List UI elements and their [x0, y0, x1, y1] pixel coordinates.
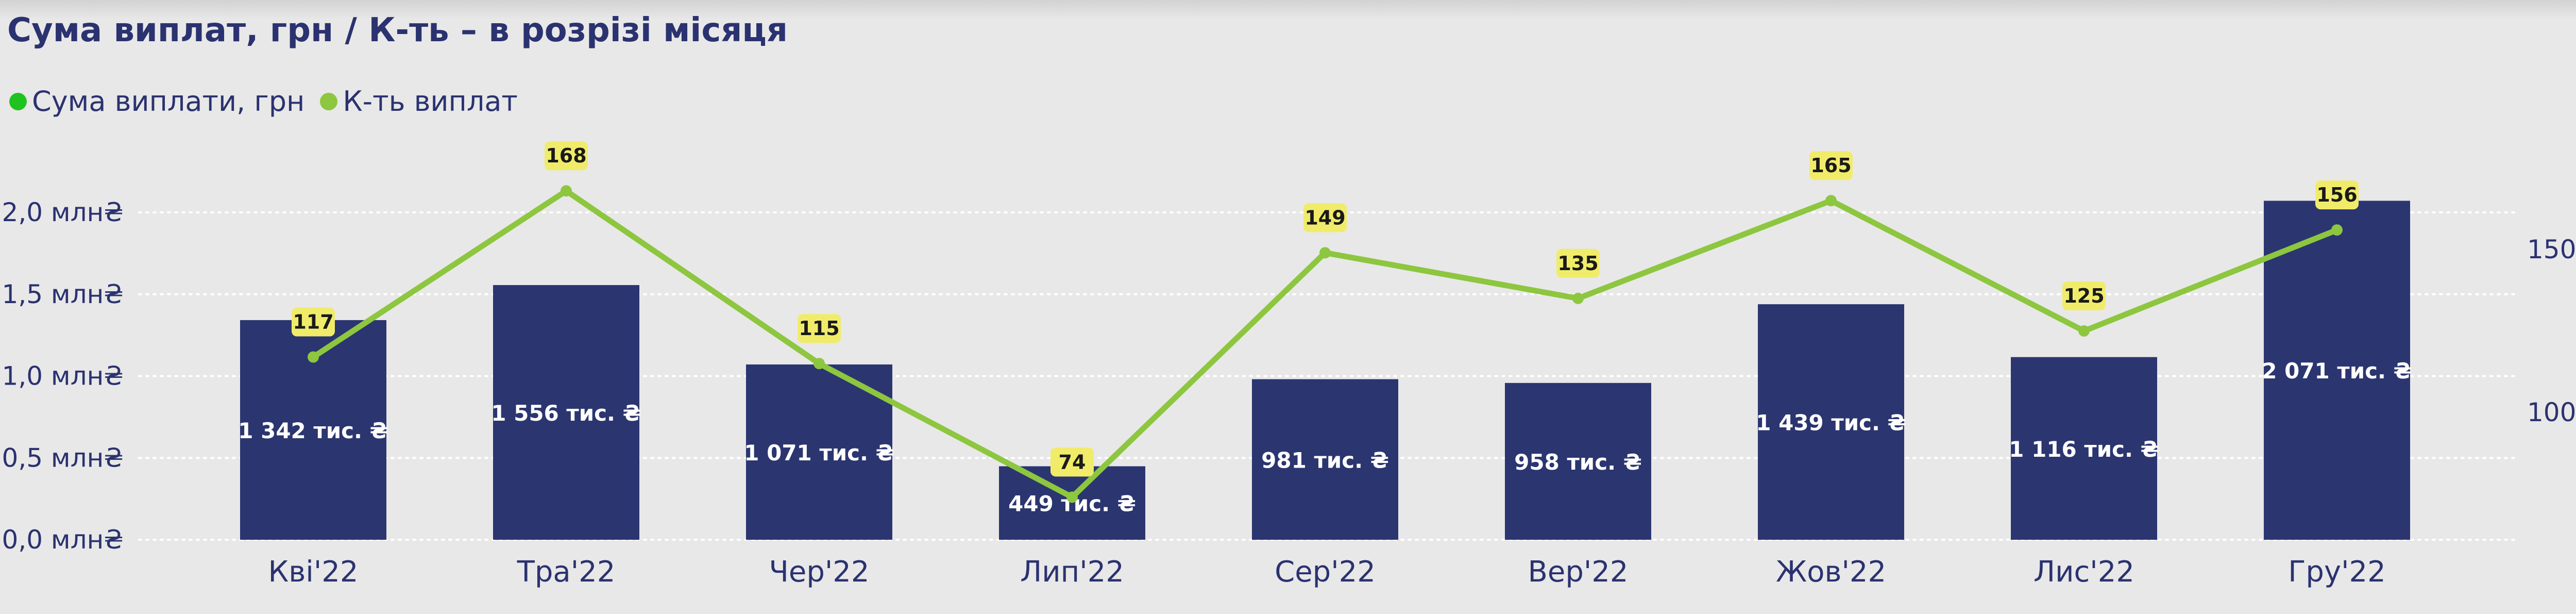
bar [1505, 383, 1651, 540]
line-data-label: 74 [1059, 451, 1086, 473]
x-tick-label: Жов'22 [1776, 555, 1886, 589]
bar-data-label: 981 тис. ₴ [1261, 447, 1389, 473]
x-tick-label: Чер'22 [769, 555, 869, 589]
line-point [814, 358, 825, 370]
x-tick-label: Тра'22 [517, 555, 616, 589]
line-label-box [1050, 447, 1094, 477]
x-tick-label: Лис'22 [2033, 555, 2134, 589]
line-label-box [2315, 180, 2359, 210]
y-left-tick-label: 2,0 млн₴ [2, 197, 124, 227]
y-left-tick-label: 1,0 млн₴ [2, 361, 124, 391]
line-data-label: 156 [2316, 184, 2357, 206]
line-label-box [798, 314, 841, 343]
line-label-box [1303, 203, 1347, 233]
line-data-label: 115 [799, 317, 839, 340]
line-point [308, 351, 319, 363]
legend: Сума виплати, грн К-ть виплат [9, 85, 533, 118]
line-label-box [2062, 281, 2106, 310]
x-tick-label: Лип'22 [1020, 555, 1124, 589]
y-left-tick-label: 0,0 млн₴ [2, 525, 124, 555]
bar-data-label: 1 116 тис. ₴ [2009, 437, 2159, 462]
legend-item-count[interactable]: К-ть виплат [320, 85, 518, 118]
y-left-tick-label: 0,5 млн₴ [2, 443, 124, 473]
line-point [1825, 195, 1837, 207]
line-data-label: 125 [2063, 285, 2104, 307]
chart-title: Сума виплат, грн / К-ть – в розрізі міся… [7, 11, 788, 49]
bar-data-label: 1 439 тис. ₴ [1756, 410, 1906, 436]
line-data-label: 135 [1557, 252, 1598, 275]
x-tick-label: Вер'22 [1528, 555, 1628, 589]
bar [1758, 304, 1904, 540]
bar-data-label: 1 342 тис. ₴ [238, 418, 388, 443]
line-point [1572, 292, 1584, 304]
bar-data-label: 1 556 тис. ₴ [491, 401, 641, 426]
line-point [2331, 224, 2343, 236]
y-left-tick-label: 1,5 млн₴ [2, 279, 124, 309]
bar [999, 466, 1145, 540]
bar [493, 285, 639, 540]
line-point [2078, 325, 2090, 337]
y-right-tick-label: 100 [2527, 397, 2576, 427]
bar [746, 364, 892, 540]
bar [2264, 201, 2410, 540]
bar-data-label: 2 071 тис. ₴ [2262, 358, 2412, 384]
line-label-box [545, 141, 588, 171]
line-point [1319, 247, 1331, 259]
legend-dot-count [320, 92, 338, 110]
line-data-label: 117 [293, 311, 333, 334]
x-tick-label: Сер'22 [1275, 555, 1376, 589]
bar [2011, 357, 2157, 540]
legend-item-amount[interactable]: Сума виплати, грн [9, 85, 304, 118]
legend-label-count: К-ть виплат [343, 85, 518, 118]
line-label-box [292, 307, 335, 337]
line-data-label: 165 [1810, 154, 1851, 177]
y-right-tick-label: 150 [2527, 235, 2576, 264]
line-data-label: 168 [546, 144, 586, 167]
legend-label-amount: Сума виплати, грн [32, 85, 305, 118]
legend-dot-amount [9, 92, 27, 110]
bar-data-label: 958 тис. ₴ [1514, 450, 1642, 475]
top-shadow-bar [0, 0, 2576, 20]
bar [1252, 379, 1398, 540]
x-tick-label: Гру'22 [2288, 555, 2386, 589]
x-tick-label: Кві'22 [268, 555, 359, 589]
line-point [561, 185, 572, 197]
bar-data-label: 1 071 тис. ₴ [744, 440, 894, 466]
line-label-box [1809, 151, 1853, 180]
line-label-box [1556, 248, 1600, 278]
line-point [1066, 491, 1078, 503]
line-data-label: 149 [1304, 206, 1345, 229]
